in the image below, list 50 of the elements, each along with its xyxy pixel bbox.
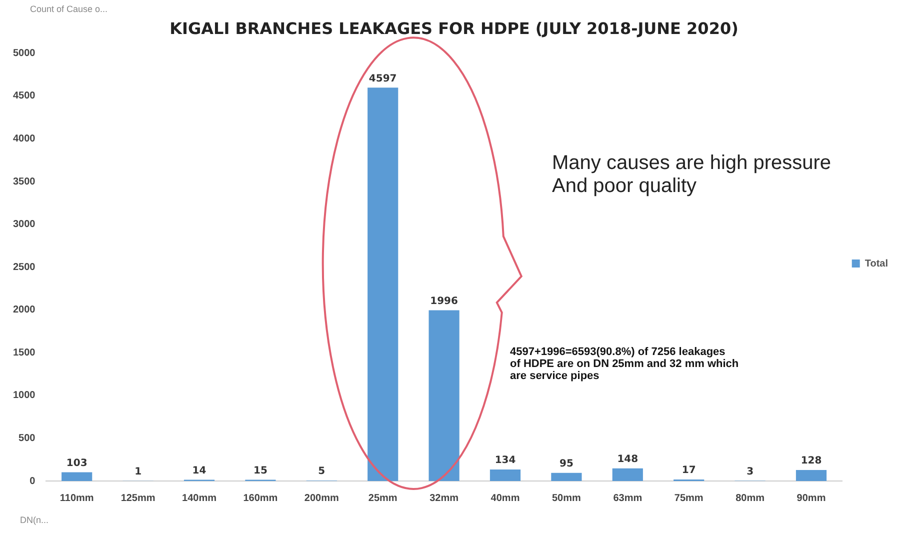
y-tick-label: 4500 (12, 90, 36, 102)
x-tick-label: 63mm (613, 492, 642, 504)
x-tick-label: 40mm (490, 492, 520, 504)
y-tick-label: 3500 (12, 176, 36, 188)
bar (428, 310, 460, 481)
x-tick-label: 32mm (430, 492, 459, 504)
data-label: 15 (253, 465, 268, 476)
bar (796, 470, 827, 481)
x-tick-label: 25mm (368, 492, 398, 504)
data-label: 95 (559, 458, 574, 470)
y-tick-label: 500 (18, 432, 36, 444)
bar (62, 472, 92, 481)
x-tick-label: 75mm (674, 492, 704, 504)
bar (551, 472, 582, 481)
data-label: 1 (134, 466, 142, 478)
y-tick-label: 0 (30, 476, 36, 487)
data-label: 128 (800, 456, 822, 467)
x-tick-label: 160mm (243, 492, 278, 504)
annotation: 4597+1996=6593(90.8%) of 7256 leakages of HDPE are on DN 25mm and 32 mm which are service pipes (510, 346, 739, 382)
y-tick-label: 5000 (12, 48, 36, 59)
text: Count of Cause o... (30, 4, 108, 14)
bar (612, 468, 643, 481)
data-label: 148 (617, 454, 638, 465)
x-tick-label: 90mm (796, 492, 826, 504)
y-tick-label: 2000 (12, 304, 36, 316)
y-tick-label: 2500 (12, 262, 36, 273)
x-tick-label: 50mm (552, 492, 582, 504)
data-label: 103 (66, 458, 88, 469)
y-tick-label: 1500 (12, 347, 36, 358)
chart-title: KIGALI BRANCHES LEAKAGES FOR HDPE (JULY 2018-JUNE 2020) (170, 18, 738, 38)
data-label: 5 (318, 466, 326, 478)
y-tick-label: 4000 (12, 134, 36, 145)
data-label: 3 (746, 466, 754, 478)
data-label: 1996 (430, 296, 458, 307)
x-tick-label: 200mm (304, 492, 339, 504)
legend-label: Total (864, 258, 888, 270)
bar (368, 88, 398, 481)
annotation: Many causes are high pressure And poor quality (552, 152, 832, 198)
data-label: 14 (192, 465, 206, 476)
x-tick-label: 140mm (182, 492, 217, 504)
x-tick-label: 110mm (60, 492, 94, 504)
data-label: 4597 (368, 73, 397, 84)
data-label: 17 (682, 465, 696, 476)
data-label: 134 (494, 455, 516, 466)
y-tick-label: 3000 (12, 219, 36, 230)
y-tick-label: 1000 (12, 390, 36, 402)
x-tick-label: 125mm (120, 492, 156, 504)
x-tick-label: 80mm (736, 492, 765, 504)
text: DN(n... (20, 515, 49, 525)
bar (490, 470, 521, 481)
